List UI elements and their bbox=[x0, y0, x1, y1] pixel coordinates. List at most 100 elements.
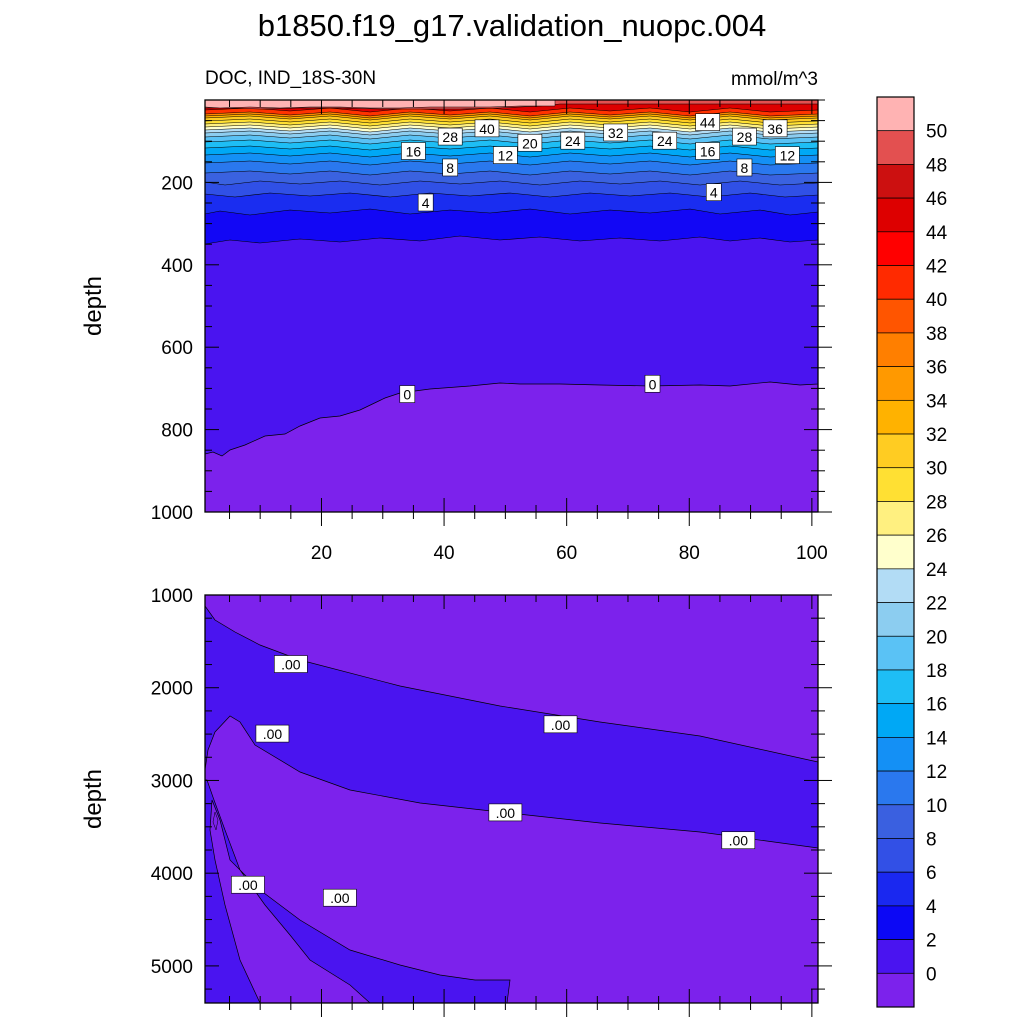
colorbar-swatch bbox=[876, 197, 915, 233]
colorbar-label: 48 bbox=[926, 155, 947, 176]
contour-label-text: 0 bbox=[649, 376, 657, 392]
x-tick-label: 80 bbox=[679, 543, 700, 564]
contour-label-text: .00 bbox=[263, 726, 283, 742]
colorbar-label: 34 bbox=[926, 391, 948, 412]
colorbar-label: 10 bbox=[926, 796, 947, 817]
contour-label-text: 32 bbox=[608, 125, 624, 141]
colorbar-label: 28 bbox=[926, 492, 947, 513]
colorbar-swatch bbox=[876, 838, 915, 873]
contour-label-text: 28 bbox=[737, 129, 753, 145]
y-tick-label: 600 bbox=[161, 338, 193, 359]
colorbar: 5048464442403836343230282624222018161412… bbox=[876, 96, 948, 1008]
colorbar-frame bbox=[876, 96, 915, 1008]
colorbar-label: 14 bbox=[926, 728, 948, 749]
contour-label: 32 bbox=[603, 123, 629, 142]
units-label: mmol/m^3 bbox=[731, 69, 818, 90]
contour-label-text: 40 bbox=[479, 121, 495, 137]
colorbar-swatch bbox=[876, 231, 915, 266]
colorbar-label: 36 bbox=[926, 358, 947, 379]
colorbar-swatch bbox=[876, 703, 915, 738]
colorbar-label: 44 bbox=[926, 223, 948, 244]
colorbar-swatch bbox=[876, 433, 915, 469]
colorbar-swatch bbox=[876, 164, 915, 199]
colorbar-swatch bbox=[876, 467, 915, 502]
colorbar-label: 46 bbox=[926, 189, 947, 210]
contour-label: .00 bbox=[721, 831, 756, 850]
colorbar-label: 24 bbox=[926, 560, 948, 581]
contour-label: 16 bbox=[695, 142, 720, 160]
colorbar-swatch bbox=[876, 905, 915, 940]
colorbar-label: 16 bbox=[926, 695, 947, 716]
y-tick-label: 200 bbox=[161, 173, 193, 194]
axis-ticks bbox=[205, 99, 832, 1017]
y-tick-label: 400 bbox=[161, 256, 193, 277]
contour-label-text: 24 bbox=[565, 133, 581, 149]
x-tick-label: 20 bbox=[311, 543, 332, 564]
colorbar-swatch bbox=[876, 635, 915, 671]
contour-label-text: .00 bbox=[238, 877, 258, 893]
bottom-axes-frame bbox=[204, 594, 819, 1004]
colorbar-label: 18 bbox=[926, 661, 947, 682]
contour-label: 36 bbox=[762, 119, 788, 138]
contour-label: 16 bbox=[401, 142, 426, 160]
contour-label: 40 bbox=[474, 119, 500, 138]
bottom-small-pocket bbox=[212, 811, 219, 831]
x-tick-label: 40 bbox=[433, 543, 454, 564]
contour-label: 12 bbox=[493, 146, 518, 164]
colorbar-label: 8 bbox=[926, 829, 937, 850]
contour-label-text: 36 bbox=[767, 121, 783, 137]
bottom-panel bbox=[205, 595, 818, 1003]
colorbar-label: 50 bbox=[926, 122, 947, 143]
colorbar-swatch bbox=[876, 96, 915, 132]
contour-label: 0 bbox=[644, 374, 661, 393]
colorbar-label: 12 bbox=[926, 762, 947, 783]
y-tick-label: 1000 bbox=[151, 586, 193, 607]
contour-label-text: 0 bbox=[403, 387, 411, 403]
colorbar-swatch bbox=[876, 669, 915, 705]
colorbar-label: 0 bbox=[926, 964, 937, 985]
variable-label: DOC, IND_18S-30N bbox=[205, 68, 376, 89]
contour-label: 44 bbox=[695, 113, 720, 131]
contour-label: 20 bbox=[517, 133, 543, 152]
chart-title: b1850.f19_g17.validation_nuopc.004 bbox=[258, 8, 767, 43]
top-y-axis-label: depth bbox=[80, 276, 107, 336]
colorbar-swatch bbox=[876, 130, 915, 165]
contour-label-text: 8 bbox=[741, 160, 749, 176]
contour-label: 0 bbox=[399, 385, 416, 403]
contour-label: 4 bbox=[417, 193, 434, 212]
contour-label-text: .00 bbox=[729, 833, 749, 849]
colorbar-swatch bbox=[876, 871, 915, 907]
contour-label: .00 bbox=[323, 888, 357, 907]
colorbar-label: 20 bbox=[926, 627, 947, 648]
y-tick-label: 3000 bbox=[151, 771, 193, 792]
colorbar-label: 32 bbox=[926, 425, 947, 446]
contour-label-text: .00 bbox=[551, 717, 571, 733]
contour-label: 28 bbox=[732, 127, 757, 146]
contour-label: .00 bbox=[231, 875, 265, 894]
contour-label-text: 24 bbox=[657, 133, 673, 149]
contour-label: .00 bbox=[543, 715, 578, 734]
contour-label: 12 bbox=[775, 146, 800, 164]
colorbar-label: 26 bbox=[926, 526, 947, 547]
contour-label-text: 8 bbox=[446, 160, 454, 176]
y-tick-label: 4000 bbox=[151, 864, 193, 885]
colorbar-swatch bbox=[876, 770, 915, 806]
colorbar-label: 38 bbox=[926, 324, 947, 345]
colorbar-swatch bbox=[876, 602, 915, 637]
colorbar-label: 40 bbox=[926, 290, 947, 311]
colorbar-swatch bbox=[876, 501, 915, 536]
x-tick-label: 60 bbox=[556, 543, 577, 564]
contour-label: 24 bbox=[560, 131, 586, 150]
contour-label: .00 bbox=[488, 803, 523, 822]
colorbar-swatch bbox=[876, 939, 915, 974]
contour-label-text: 44 bbox=[700, 115, 716, 131]
y-tick-label: 1000 bbox=[151, 503, 193, 524]
contour-label-text: 16 bbox=[406, 144, 422, 160]
colorbar-swatch bbox=[876, 534, 915, 570]
contour-label-text: .00 bbox=[281, 657, 301, 673]
colorbar-swatch bbox=[876, 366, 915, 401]
colorbar-label: 2 bbox=[926, 931, 937, 952]
